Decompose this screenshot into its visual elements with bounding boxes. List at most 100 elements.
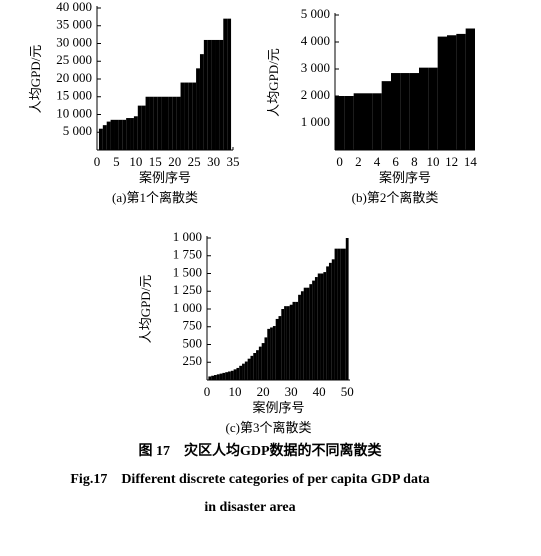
- bar: [419, 67, 429, 150]
- bar: [180, 82, 185, 150]
- caption-zh: 图 17 灾区人均GDP数据的不同离散类: [138, 442, 382, 459]
- x-tick-label: 50: [341, 384, 354, 399]
- x-tick-label: 10: [129, 154, 142, 169]
- x-tick-label: 40: [313, 384, 326, 399]
- bar: [188, 82, 193, 150]
- x-tick-label: 30: [285, 384, 298, 399]
- bar: [353, 93, 363, 150]
- y-axis-label: 人均GPD/元: [266, 48, 281, 117]
- bar: [381, 81, 391, 150]
- subtitle: (a)第1个离散类: [112, 190, 198, 205]
- y-tick-label: 5 000: [63, 123, 92, 138]
- y-tick-label: 1 750: [173, 247, 202, 262]
- bar: [168, 96, 173, 150]
- bar: [270, 327, 273, 380]
- bar: [239, 365, 243, 380]
- bar: [278, 316, 282, 380]
- caption-en: in disaster area: [204, 500, 295, 515]
- bar: [303, 287, 307, 380]
- subtitle: (c)第3个离散类: [226, 420, 312, 435]
- bar: [300, 291, 304, 380]
- bar: [312, 280, 315, 380]
- y-tick-label: 25 000: [56, 52, 92, 67]
- x-tick-label: 12: [445, 154, 458, 169]
- bar: [118, 119, 123, 150]
- bar: [211, 375, 215, 380]
- bar: [456, 33, 466, 150]
- bar: [225, 372, 229, 380]
- bar: [228, 371, 231, 380]
- bar: [126, 118, 131, 150]
- bar: [331, 259, 335, 380]
- bar: [145, 96, 150, 150]
- bar: [227, 18, 232, 151]
- bar: [216, 374, 220, 380]
- bar: [222, 372, 226, 380]
- bar: [275, 318, 279, 380]
- bar: [447, 35, 457, 150]
- x-tick-label: 4: [374, 154, 381, 169]
- bar: [323, 272, 327, 380]
- bar: [161, 96, 165, 150]
- x-tick-label: 10: [427, 154, 440, 169]
- bar: [253, 353, 257, 380]
- bar: [208, 376, 212, 380]
- bar: [428, 67, 438, 150]
- y-tick-label: 5 000: [301, 6, 330, 21]
- x-axis-label: 案例序号: [139, 170, 191, 185]
- bar: [192, 82, 197, 150]
- subtitle: (b)第2个离散类: [352, 190, 439, 205]
- bar: [141, 105, 146, 150]
- bar: [102, 125, 107, 150]
- y-tick-label: 500: [183, 335, 203, 350]
- y-tick-label: 1 500: [173, 264, 202, 279]
- y-tick-label: 250: [183, 353, 203, 368]
- x-tick-label: 20: [168, 154, 181, 169]
- y-tick-label: 4 000: [301, 33, 330, 48]
- bar: [165, 96, 169, 150]
- bar: [242, 363, 245, 380]
- bar: [247, 358, 251, 380]
- bar: [256, 350, 259, 380]
- bar: [372, 93, 382, 150]
- bar: [295, 301, 299, 380]
- y-tick-label: 750: [183, 318, 203, 333]
- x-tick-label: 5: [113, 154, 120, 169]
- bar: [298, 294, 301, 380]
- bar: [244, 361, 248, 380]
- bar: [437, 36, 447, 150]
- bar: [219, 39, 224, 151]
- y-tick-label: 1 000: [301, 114, 330, 129]
- caption-en: Fig.17 Different discrete categories of …: [70, 472, 429, 487]
- bar: [196, 68, 200, 150]
- y-tick-label: 15 000: [56, 88, 92, 103]
- bar: [215, 39, 220, 151]
- x-tick-label: 0: [204, 384, 211, 399]
- x-axis-label: 案例序号: [252, 400, 304, 415]
- y-tick-label: 1 000: [173, 300, 202, 315]
- x-tick-label: 14: [464, 154, 478, 169]
- y-tick-label: 10 000: [56, 105, 92, 120]
- bar: [199, 54, 204, 150]
- bar: [267, 328, 271, 380]
- x-tick-label: 0: [94, 154, 101, 169]
- bar: [335, 96, 345, 150]
- bar: [264, 337, 268, 380]
- bar: [137, 105, 142, 150]
- x-tick-label: 25: [188, 154, 201, 169]
- y-tick-label: 1 250: [173, 282, 202, 297]
- bar: [153, 96, 158, 150]
- y-tick-label: 30 000: [56, 34, 92, 49]
- bar: [286, 306, 290, 380]
- bar: [317, 273, 321, 380]
- y-tick-label: 40 000: [56, 0, 92, 14]
- bar: [230, 370, 234, 380]
- bar: [334, 248, 338, 380]
- bar: [314, 277, 318, 380]
- x-tick-label: 2: [355, 154, 362, 169]
- bar: [337, 248, 341, 380]
- bar: [289, 304, 293, 380]
- bar: [261, 343, 265, 380]
- bar: [284, 306, 287, 380]
